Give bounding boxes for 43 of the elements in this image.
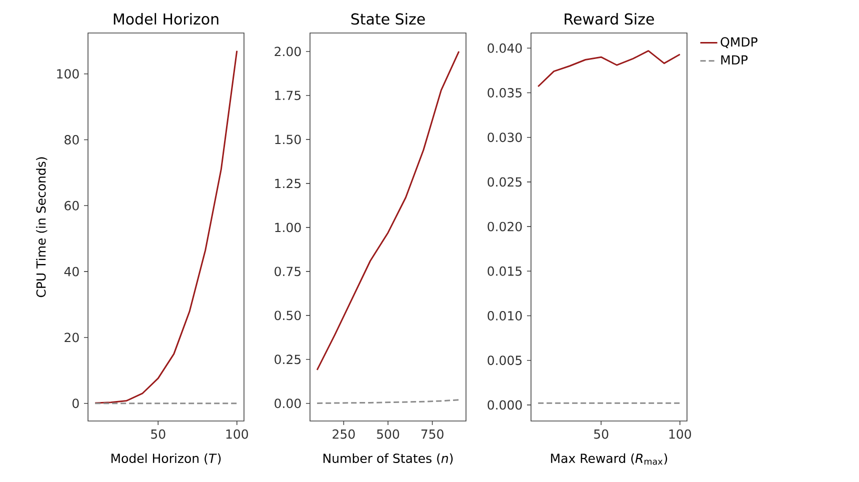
legend-label: QMDP [720, 37, 758, 48]
y-tick-label: 0.000 [488, 400, 522, 410]
chart-title: Reward Size [564, 13, 654, 25]
y-tick-label: 2.00 [274, 46, 301, 56]
y-axis-title: CPU Time (in Seconds) [36, 157, 48, 298]
x-tick-label: 750 [421, 429, 444, 439]
y-tick-label: 0.025 [488, 177, 522, 187]
x-tick-label: 100 [226, 429, 248, 439]
y-tick-label: 40 [64, 266, 79, 276]
x-tick-label: 500 [377, 429, 400, 439]
y-tick-label: 0 [72, 398, 79, 408]
x-axis-title: Model Horizon (T) [111, 453, 221, 464]
y-tick-label: 1.50 [275, 134, 301, 144]
line-series [537, 50, 681, 88]
x-tick-label: 250 [332, 429, 355, 439]
y-tick-label: 0.00 [274, 398, 301, 408]
line-series [94, 50, 238, 404]
x-tick-label: 50 [594, 429, 608, 439]
y-tick-label: 0.015 [488, 266, 522, 276]
y-tick-label: 1.25 [275, 178, 301, 188]
x-axis-title: Number of States (n) [324, 453, 453, 464]
chart-title: State Size [351, 13, 425, 25]
line-series [316, 50, 460, 371]
x-axis-title: Max Reward (R$_{max}$) [551, 453, 668, 465]
y-tick-label: 0.25 [274, 354, 301, 364]
y-tick-label: 60 [64, 200, 79, 210]
legend-label: MDP [721, 55, 748, 64]
y-tick-label: 0.50 [274, 310, 301, 320]
y-tick-label: 100 [57, 69, 79, 79]
y-tick-label: 0.75 [274, 266, 301, 276]
y-tick-label: 0.030 [488, 132, 522, 142]
x-tick-label: 100 [669, 429, 692, 439]
y-tick-label: 20 [64, 332, 79, 342]
x-tick-label: 50 [151, 429, 166, 439]
chart-title: Model Horizon [114, 13, 218, 25]
y-tick-label: 0.020 [488, 222, 522, 232]
y-tick-label: 0.040 [488, 43, 522, 53]
y-tick-label: 0.010 [488, 311, 522, 320]
y-tick-label: 1.00 [275, 222, 301, 232]
y-tick-label: 1.75 [275, 90, 301, 100]
y-tick-label: 80 [64, 135, 79, 144]
y-tick-label: 0.005 [488, 356, 522, 366]
y-tick-label: 0.035 [488, 88, 522, 98]
